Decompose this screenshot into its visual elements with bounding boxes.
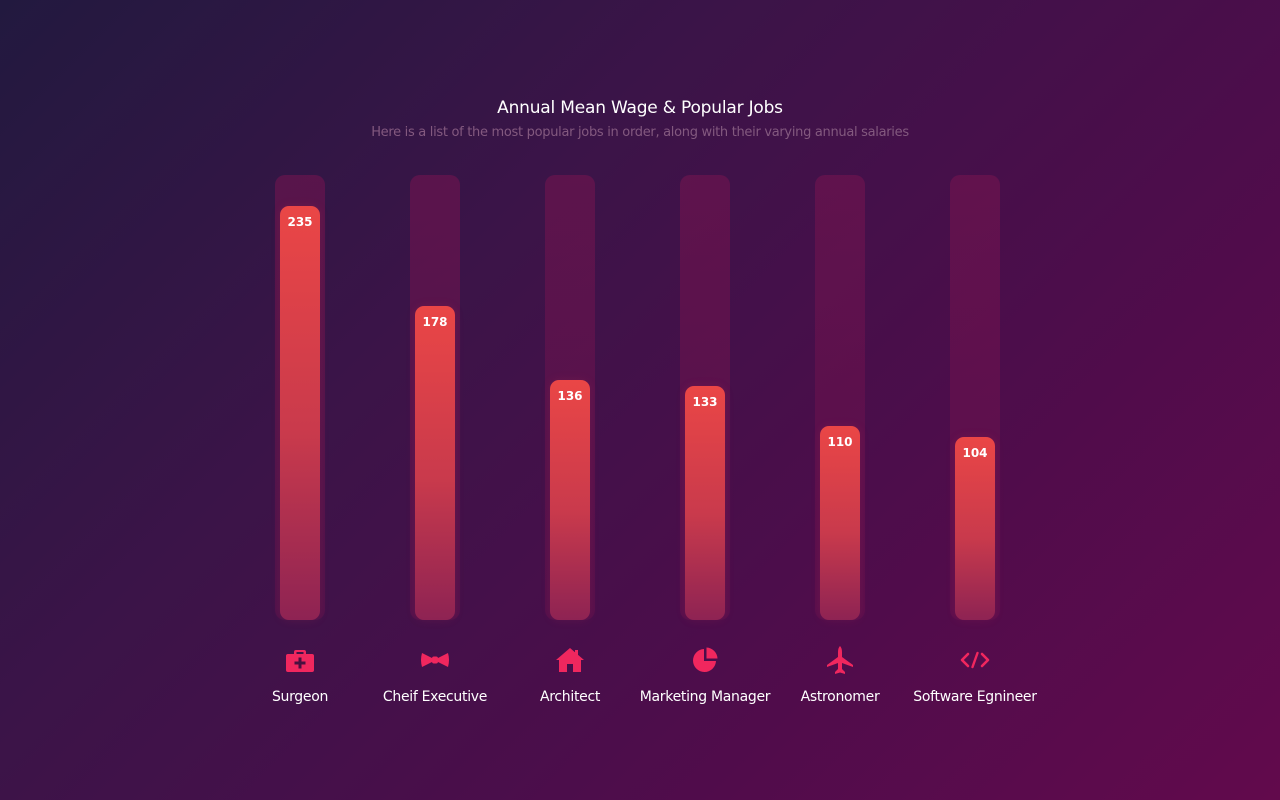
bar-astronomer[interactable]	[820, 426, 860, 620]
category-label-surgeon: Surgeon	[271, 689, 329, 705]
airplane-icon	[824, 646, 856, 674]
bar-cheif-executive[interactable]	[415, 306, 455, 620]
category-label-software-egnineer: Software Egnineer	[913, 689, 1037, 705]
bar-surgeon[interactable]	[280, 206, 320, 620]
pie-chart-icon	[689, 646, 721, 674]
category-label-marketing-manager: Marketing Manager	[639, 689, 771, 705]
bar-value-label-software-egnineer: 104	[962, 445, 988, 460]
bar-value-label-surgeon: 235	[287, 215, 313, 229]
bar-value-label-cheif-executive: 178	[422, 315, 448, 330]
bar-software-egnineer[interactable]	[955, 436, 995, 620]
bar-marketing-manager[interactable]	[685, 385, 725, 620]
bow-tie-icon	[419, 646, 451, 674]
bar-value-label-marketing-manager: 133	[692, 394, 718, 409]
code-icon	[959, 646, 991, 674]
bar-value-label-architect: 136	[557, 389, 583, 404]
category-label-architect: Architect	[539, 689, 601, 705]
chart-subtitle: Here is a list of the most popular jobs …	[371, 125, 909, 140]
chart-header: Annual Mean Wage & Popular Jobs Here is …	[0, 97, 1280, 142]
medical-kit-icon	[284, 646, 316, 674]
bar-architect[interactable]	[550, 380, 590, 620]
bar-value-label-astronomer: 110	[827, 435, 853, 450]
house-icon	[554, 646, 586, 674]
chart-title: Annual Mean Wage & Popular Jobs	[497, 98, 783, 118]
category-label-cheif-executive: Cheif Executive	[382, 689, 488, 705]
category-label-astronomer: Astronomer	[800, 689, 880, 705]
